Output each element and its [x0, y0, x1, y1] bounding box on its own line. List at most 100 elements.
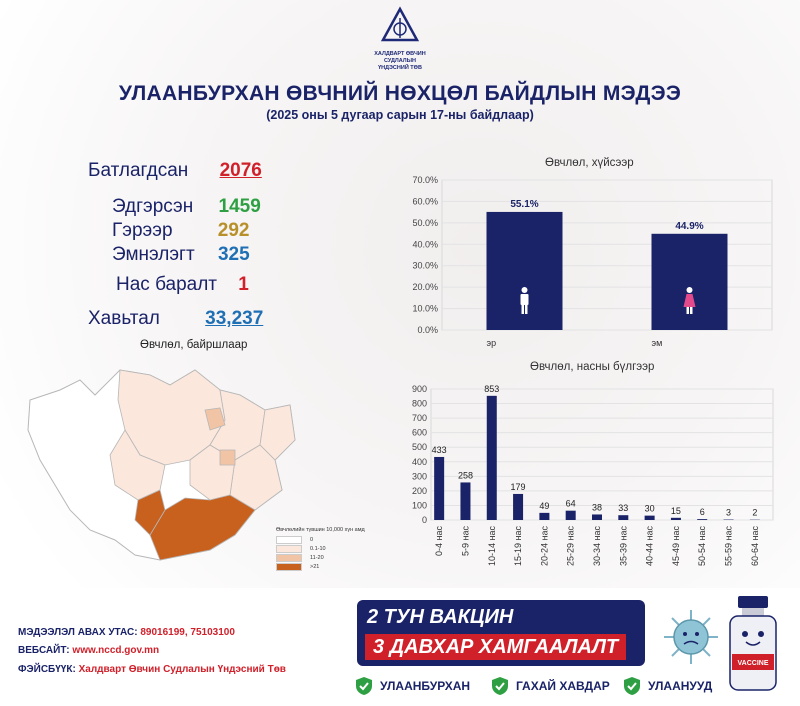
contact-web: ВЕБСАЙТ: www.nccd.gov.mn: [18, 645, 159, 656]
gender-chart-title: Өвчлөл, хүйсээр: [545, 157, 634, 169]
data-label: 38: [592, 502, 602, 512]
x-tick-label: 10-14 нас: [487, 526, 497, 566]
check-shield-icon: [356, 677, 372, 695]
y-tick-label: 40.0%: [412, 239, 438, 249]
stat-contacts-label: Хавьтал: [88, 308, 160, 329]
gender-chart: 0.0% 10.0% 20.0% 30.0% 40.0% 50.0% 60.0% 70.0% 5…: [412, 175, 773, 348]
virus-icon: [664, 610, 718, 664]
region-gobi-west: [134, 489, 166, 536]
data-label: 64: [566, 499, 576, 509]
x-tick-label: 30-34 нас: [592, 526, 602, 566]
female-icon: [686, 287, 693, 293]
y-tick-label: 20.0%: [412, 282, 438, 292]
bar: [460, 482, 471, 520]
legend-label-3: >21: [310, 563, 320, 570]
disease-mumps-label: ГАХАЙ ХАВДАР: [516, 679, 610, 693]
legend-row: 0.1-10: [276, 544, 365, 553]
bar: [618, 515, 629, 520]
y-tick-label: 0.0%: [417, 325, 438, 335]
plot-area: [430, 388, 774, 521]
y-tick-label: 200: [412, 486, 427, 496]
map-title: Өвчлөл, байршлаар: [140, 339, 248, 351]
region-mid-1: [204, 407, 226, 431]
data-label: 3: [726, 508, 731, 518]
check-shield-icon: [624, 677, 640, 695]
contact-phone-value: 89016199, 75103100: [140, 627, 235, 638]
male-icon: [521, 287, 528, 293]
data-label: 2: [752, 508, 757, 518]
x-tick-label: эр: [487, 338, 497, 348]
org-logo: ХАЛДВАРТ ӨВЧИН СУДЛАЛЫН ҮНДЭСНИЙ ТӨВ: [363, 6, 437, 72]
stat-confirmed: Батлагдсан 2076: [88, 160, 262, 182]
male-icon: [520, 294, 529, 305]
x-tick-label: 45-49 нас: [671, 526, 681, 566]
stat-hospital-label: Эмнэлэгт: [112, 244, 195, 265]
male-icon: [521, 305, 524, 314]
x-tick-label: 60-64 нас: [750, 526, 760, 566]
female-icon: [690, 307, 693, 314]
y-tick-label: 60.0%: [412, 196, 438, 206]
legend-row: 0: [276, 535, 365, 544]
data-label: 6: [700, 507, 705, 517]
vial-label: VACCINE: [738, 660, 769, 667]
data-label: 49: [539, 501, 549, 511]
stat-confirmed-value: 2076: [219, 160, 262, 181]
stat-deaths: Нас баралт 1: [116, 274, 249, 296]
y-tick-label: 30.0%: [412, 261, 438, 271]
legend-label-1: 0.1-10: [310, 545, 326, 552]
bar: [697, 519, 708, 520]
legend-swatch-0: [276, 535, 302, 544]
y-tick-label: 70.0%: [412, 175, 438, 185]
y-tick-label: 600: [412, 428, 427, 438]
y-tick-label: 400: [412, 457, 427, 467]
stat-contacts: Хавьтал 33,237: [88, 308, 263, 330]
bar: [486, 395, 497, 520]
bar: [434, 456, 445, 520]
stat-contacts-value: 33,237: [205, 308, 264, 329]
y-tick-label: 500: [412, 442, 427, 452]
map-legend: Өвчлөлийн түвшин 10,000 хүн амд 0 0.1-10…: [276, 527, 365, 571]
x-tick-label: 25-29 нас: [566, 526, 576, 566]
data-label: 853: [484, 384, 499, 394]
stat-home-label: Гэрээр: [112, 220, 173, 241]
contact-fb-value[interactable]: Халдварт Өвчин Судлалын Үндэсний Төв: [78, 664, 286, 675]
data-label: 15: [671, 506, 681, 516]
male-icon: [525, 305, 528, 314]
legend-label-2: 11-20: [310, 554, 324, 561]
x-tick-label: 0-4 нас: [434, 526, 444, 556]
contact-web-value[interactable]: www.nccd.gov.mn: [72, 645, 160, 656]
legend-swatch-1: [276, 544, 302, 553]
x-tick-label: 40-44 нас: [645, 526, 655, 566]
stat-deaths-label: Нас баралт: [116, 274, 218, 295]
bar: [592, 514, 602, 520]
contact-web-label: ВЕБСАЙТ:: [18, 645, 70, 656]
stat-hospital: Эмнэлэгт 325: [112, 244, 250, 266]
x-tick-label: 5-9 нас: [460, 526, 470, 556]
page-title: УЛААНБУРХАН ӨВЧНИЙ НӨХЦӨЛ БАЙДЛЫН МЭДЭЭ: [118, 82, 682, 105]
map-legend-title: Өвчлөлийн түвшин 10,000 хүн амд: [276, 527, 365, 533]
bar: [565, 510, 576, 520]
x-tick-label: 50-54 нас: [697, 526, 707, 566]
x-tick-label: 15-19 нас: [513, 526, 523, 566]
bar: [513, 493, 524, 520]
disease-rubella: УЛААНУУД: [622, 676, 712, 696]
contact-phone: МЭДЭЭЛЭЛ АВАХ УТАС: 89016199, 75103100: [18, 627, 235, 638]
stat-recovered-label: Эдгэрсэн: [112, 196, 194, 217]
data-label: 44.9%: [675, 221, 703, 232]
stat-recovered-value: 1459: [218, 196, 261, 217]
stat-confirmed-label: Батлагдсан: [88, 160, 189, 181]
data-label: 30: [645, 504, 655, 514]
contact-phone-label: МЭДЭЭЛЭЛ АВАХ УТАС:: [18, 627, 138, 638]
data-label: 55.1%: [510, 199, 538, 210]
x-tick-label: эм: [652, 338, 663, 348]
disease-rubella-label: УЛААНУУД: [648, 679, 713, 693]
y-tick-label: 900: [412, 384, 427, 394]
legend-label-0: 0: [310, 536, 314, 543]
disease-measles: УЛААНБУРХАН: [354, 676, 470, 696]
stat-deaths-value: 1: [238, 274, 249, 295]
x-tick-label: 55-59 нас: [724, 526, 734, 566]
age-chart-title: Өвчлөл, насны бүлгээр: [530, 361, 655, 373]
female-icon: [686, 307, 689, 314]
